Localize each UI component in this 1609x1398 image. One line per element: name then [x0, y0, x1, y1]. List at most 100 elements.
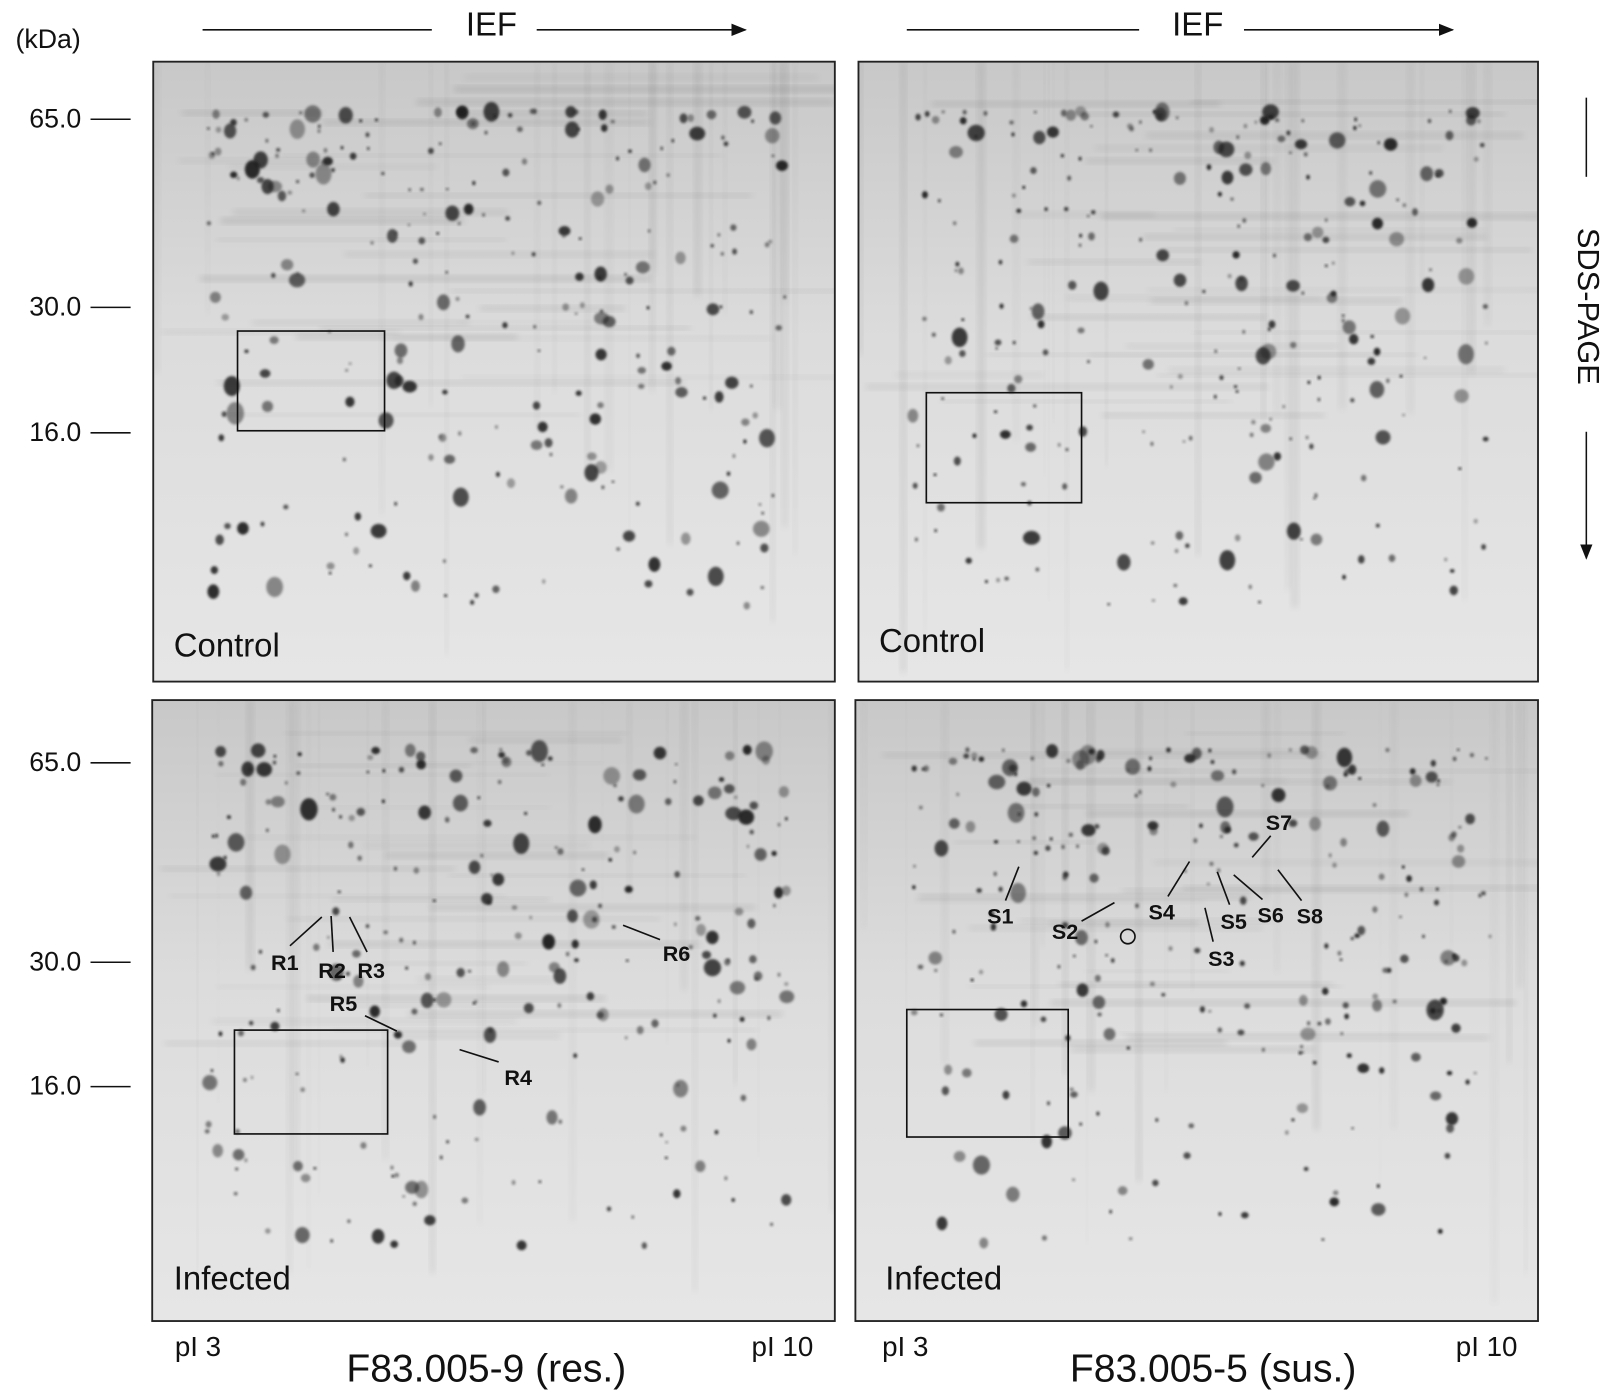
streak [429, 61, 433, 406]
region-box [236, 330, 386, 432]
streak [1524, 700, 1527, 1274]
spot [1089, 124, 1093, 128]
leader [289, 916, 323, 947]
spot [244, 349, 249, 354]
spot [1069, 1087, 1074, 1092]
spot [738, 809, 755, 825]
spot [470, 600, 475, 605]
spot [912, 864, 917, 868]
band [986, 353, 1418, 357]
spot [237, 522, 249, 535]
spot [644, 580, 653, 588]
spot [575, 272, 584, 281]
spot [1322, 236, 1330, 244]
spot [564, 488, 578, 504]
leader [1004, 866, 1020, 901]
streak [681, 700, 687, 991]
spot [408, 188, 412, 192]
band [969, 985, 1342, 988]
spot [416, 751, 426, 762]
spot [1061, 844, 1065, 849]
streak [478, 700, 482, 1224]
leader [1204, 907, 1214, 942]
spot [424, 973, 431, 981]
spot [1336, 747, 1353, 768]
band [1086, 158, 1274, 163]
spot [1371, 217, 1384, 230]
spot [996, 578, 1001, 583]
spot [1317, 1021, 1322, 1026]
spot [1321, 987, 1329, 995]
band [1194, 331, 1539, 334]
spot [1273, 452, 1282, 461]
spot [223, 123, 237, 139]
streak [1041, 700, 1045, 946]
spot [495, 471, 501, 477]
spot [428, 147, 434, 155]
spot [1388, 554, 1396, 562]
spot [394, 343, 408, 358]
spot [1436, 783, 1440, 787]
spot [1009, 234, 1019, 243]
spot [1329, 1197, 1340, 1207]
band [398, 1033, 561, 1039]
spot [1484, 341, 1488, 345]
spot [1269, 417, 1273, 421]
band [464, 75, 818, 80]
spot [558, 1119, 563, 1124]
spot [1478, 893, 1482, 898]
spot [436, 294, 450, 311]
spot [284, 780, 288, 785]
band [216, 773, 548, 776]
spot [348, 841, 354, 849]
spot [256, 177, 265, 184]
spot [1007, 802, 1025, 823]
spot [1065, 109, 1077, 121]
spot [978, 756, 985, 762]
spot [420, 992, 434, 1009]
spot [613, 783, 617, 788]
spot [365, 132, 370, 138]
spot [1402, 413, 1406, 417]
spot [740, 1094, 747, 1102]
spot [218, 761, 224, 767]
spot [706, 303, 720, 316]
band [365, 193, 752, 197]
spot [1373, 347, 1381, 356]
spot [1088, 232, 1095, 241]
spot [559, 485, 564, 489]
spot [916, 444, 920, 448]
spot [941, 397, 945, 401]
spot [622, 530, 636, 542]
spot [483, 101, 500, 122]
spot [223, 855, 227, 860]
spot [1011, 132, 1015, 137]
spot [632, 769, 647, 781]
spot [1466, 217, 1478, 228]
streak [793, 61, 797, 555]
spot [970, 978, 974, 982]
spot [270, 1021, 280, 1031]
spot [1029, 306, 1033, 311]
spot [394, 231, 398, 235]
spot [1227, 273, 1232, 279]
spot [1022, 185, 1026, 189]
spot [1402, 203, 1407, 208]
spot [1267, 753, 1272, 758]
spot [707, 786, 722, 800]
spot [526, 750, 532, 756]
spot [706, 930, 719, 945]
spot [1321, 1238, 1325, 1241]
band [307, 996, 606, 1001]
spot [635, 261, 650, 274]
spot [1078, 156, 1082, 161]
spot [777, 822, 781, 827]
spot [320, 160, 325, 165]
spot [752, 412, 758, 419]
spot [326, 792, 330, 796]
spot [403, 571, 411, 581]
spot [432, 998, 436, 1002]
spot [209, 291, 221, 303]
spot-label: S7 [1266, 810, 1292, 835]
spot [241, 761, 255, 777]
